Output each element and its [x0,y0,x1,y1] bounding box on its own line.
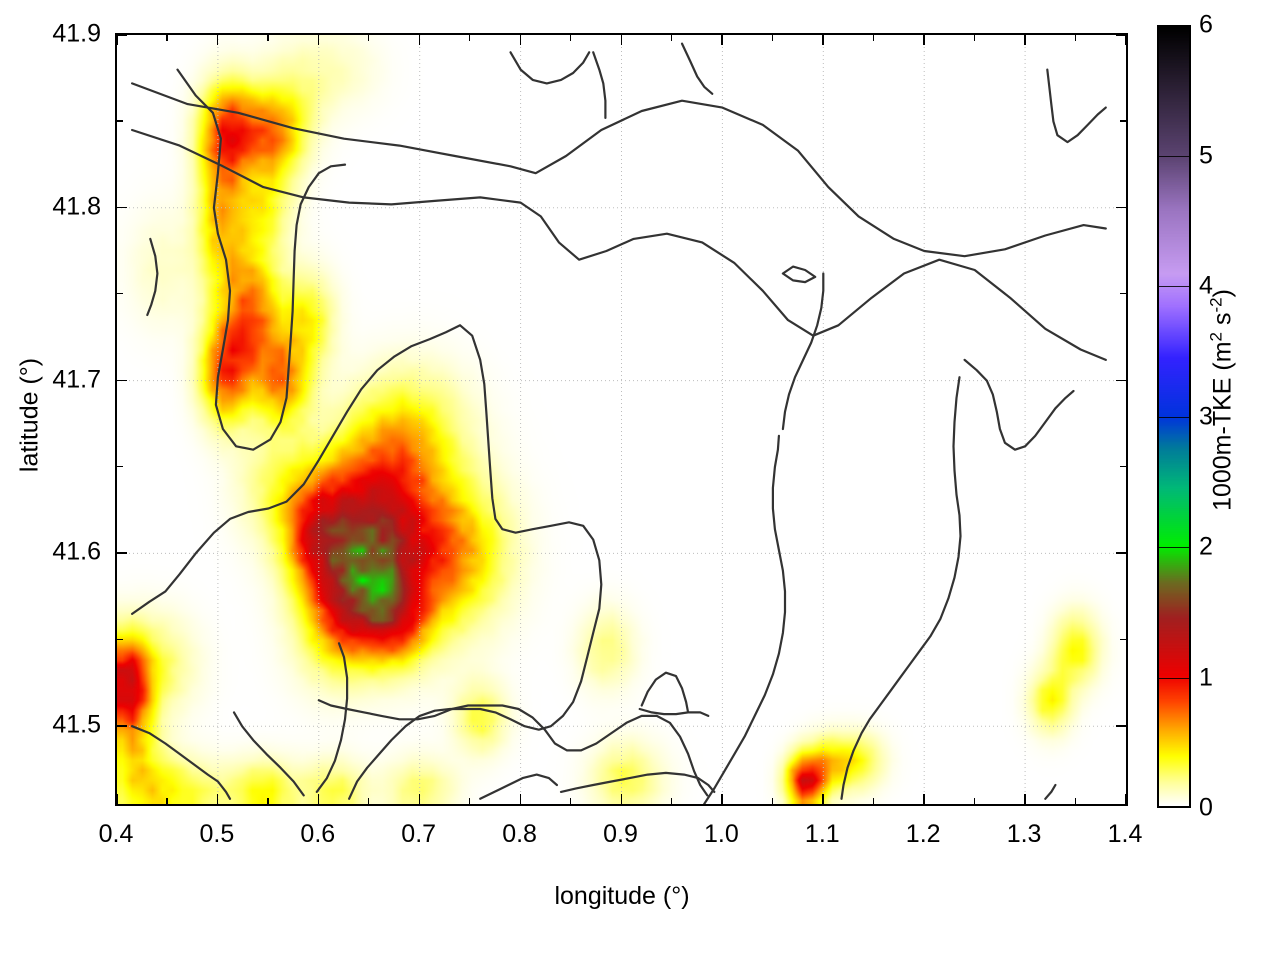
tick-mark [973,34,975,41]
tick-mark [1125,794,1127,805]
y-tick-label: 41.7 [52,365,101,394]
colorbar-tick-label: 4 [1199,271,1213,300]
tick-mark [721,34,723,45]
y-tick-label: 41.8 [52,192,101,221]
tick-mark [116,552,127,555]
tick-mark [1120,120,1127,122]
x-tick-label: 0.6 [300,820,336,848]
x-tick-label: 0.9 [603,820,638,848]
colorbar-label-sup1: 2 [1206,331,1226,342]
tick-mark [973,798,975,805]
tick-mark [116,794,118,805]
tick-mark [1024,34,1026,45]
colorbar-tick [1157,155,1191,157]
tick-mark [1116,725,1127,727]
tick-mark [1116,552,1127,555]
colorbar-label-suffix: ) [1208,289,1237,298]
tick-mark [166,34,168,41]
colorbar-tick [1157,416,1191,418]
tick-mark [1074,34,1076,41]
tick-mark [771,798,774,805]
tick-mark [822,794,824,805]
tick-mark [216,794,219,805]
x-tick-label: 0.7 [401,820,437,848]
tick-mark [116,34,118,45]
tick-mark [570,798,572,805]
colorbar-label-prefix: 1000m-TKE (m [1208,341,1237,511]
colorbar-tick-label: 1 [1199,663,1213,691]
x-tick-label: 0.5 [199,820,235,848]
tick-mark [116,638,123,641]
tick-mark [519,794,522,805]
colorbar-tick-label: 2 [1199,532,1213,561]
tick-mark [368,798,370,805]
tick-mark [1120,293,1127,295]
colorbar-tick-label: 0 [1199,793,1213,822]
y-tick-label: 41.9 [52,19,101,48]
tick-mark [923,34,925,45]
tick-mark [519,34,522,45]
tick-mark [116,725,127,727]
tick-mark [216,34,219,45]
tick-mark [317,34,320,45]
tick-mark [570,34,572,41]
x-axis-label: longitude (°) [554,882,690,910]
tick-mark [1116,206,1127,209]
tick-mark [116,379,127,382]
tick-mark [166,798,168,805]
tick-mark [267,798,269,805]
tick-mark [418,794,421,805]
tick-mark [1120,638,1127,641]
x-tick-label: 1.4 [1107,820,1143,848]
tick-mark [469,34,471,41]
tick-mark [1120,466,1127,468]
colorbar-tick-label: 3 [1199,402,1213,430]
tick-mark [872,34,874,41]
colorbar-label: 1000m-TKE (m2 s-2) [1206,289,1237,511]
tick-mark [1116,34,1127,36]
tick-mark [418,34,421,45]
tick-mark [670,798,673,805]
tick-mark [771,34,774,41]
tick-mark [317,794,320,805]
tick-mark [116,293,123,295]
y-tick-label: 41.5 [52,710,101,739]
tick-mark [116,120,123,122]
y-tick-label: 41.6 [52,537,101,566]
tick-mark [1116,379,1127,382]
tick-mark [721,794,723,805]
tick-mark [116,206,127,209]
x-tick-label: 0.8 [502,820,537,848]
terrain-contours [131,42,1107,804]
y-axis-label: latitude (°) [15,357,44,473]
tick-mark [116,34,127,36]
tick-mark [923,794,925,805]
x-tick-label: 1.2 [905,820,941,848]
colorbar-tick [1157,677,1191,679]
plot-area [115,33,1128,806]
tick-mark [116,466,123,468]
tick-mark [368,34,370,41]
colorbar-label-sup2: -2 [1206,297,1226,313]
x-tick-label: 1.1 [804,820,840,848]
x-tick-label: 0.4 [98,820,134,848]
x-tick-label: 1.0 [704,820,739,848]
colorbar-tick-label: 5 [1199,141,1213,169]
tick-mark [1074,798,1076,805]
colorbar-tick-label: 6 [1199,10,1213,39]
tick-mark [1024,794,1026,805]
tick-mark [267,34,269,41]
colorbar-tick [1157,547,1191,548]
tick-mark [620,34,623,45]
tick-mark [469,798,471,805]
x-tick-label: 1.3 [1006,820,1042,848]
tick-mark [872,798,874,805]
tick-mark [1125,34,1127,45]
tick-mark [822,34,824,45]
colorbar-label-mid: s [1208,312,1237,332]
tick-mark [670,34,673,41]
colorbar-tick [1157,286,1191,287]
tick-mark [620,794,623,805]
